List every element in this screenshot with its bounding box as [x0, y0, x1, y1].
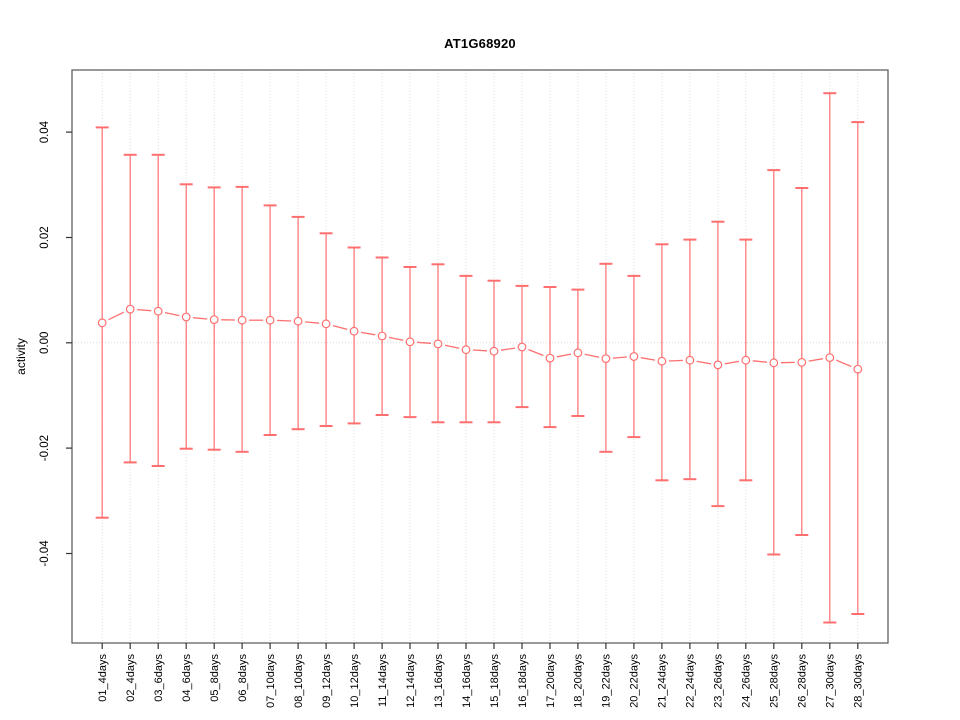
x-tick-label: 13_16days	[433, 654, 445, 708]
series-line-segment	[277, 319, 292, 322]
series-line-segment	[808, 358, 824, 362]
x-tick-label: 11_14days	[377, 654, 389, 708]
chart-title: AT1G68920	[444, 36, 516, 51]
x-tick-label: 18_20days	[573, 654, 585, 708]
series-line-segment	[305, 321, 320, 324]
y-tick-label: 0.02	[39, 226, 51, 248]
data-point	[237, 315, 247, 325]
x-tick-label: 24_26days	[741, 654, 753, 708]
x-tick-label: 10_12days	[349, 654, 361, 708]
x-tick-label: 28_30days	[853, 654, 865, 708]
series-line-segment	[472, 349, 488, 352]
data-point	[293, 316, 303, 326]
data-point	[825, 353, 835, 363]
data-point	[713, 360, 723, 370]
series-line-segment	[332, 324, 348, 331]
y-tick-label: 0.04	[39, 120, 51, 143]
x-tick-label: 27_30days	[825, 654, 837, 708]
x-tick-label: 19_22days	[601, 654, 613, 708]
data-point	[853, 364, 863, 374]
series-line-segment	[556, 353, 572, 358]
x-tick-label: 12_14days	[405, 654, 417, 708]
data-point	[125, 304, 135, 314]
data-point	[601, 354, 611, 364]
data-point	[377, 331, 387, 341]
data-point	[349, 326, 359, 336]
x-tick-label: 04_6days	[181, 654, 193, 702]
y-axis-label: activity	[14, 338, 28, 375]
data-point	[769, 358, 779, 368]
series-line-segment	[668, 359, 683, 362]
series-line-segment	[640, 357, 656, 361]
data-point	[573, 348, 583, 358]
y-tick-label: -0.02	[39, 435, 51, 461]
series-line-segment	[193, 317, 208, 320]
x-tick-label: 01_4days	[97, 654, 109, 702]
x-tick-label: 09_12days	[321, 654, 333, 708]
x-tick-label: 03_6days	[153, 654, 165, 702]
x-tick-label: 26_28days	[797, 654, 809, 708]
x-tick-label: 21_24days	[657, 654, 669, 708]
y-tick-label: 0.00	[39, 332, 51, 354]
data-point	[433, 339, 443, 349]
data-point	[153, 306, 163, 316]
x-tick-label: 15_18days	[489, 654, 501, 708]
x-tick-label: 14_16days	[461, 654, 473, 708]
data-point	[545, 353, 555, 363]
x-tick-label: 23_26days	[713, 654, 725, 708]
x-tick-label: 20_22days	[629, 654, 641, 708]
data-point	[265, 315, 275, 325]
series-line-segment	[584, 353, 600, 358]
x-tick-label: 06_8days	[237, 654, 249, 702]
series-line-segment	[137, 308, 152, 312]
series-line-segment	[724, 360, 740, 365]
data-point	[517, 342, 527, 352]
series-line-segment	[612, 356, 627, 359]
data-point	[97, 318, 107, 328]
data-point	[489, 346, 499, 356]
x-tick-label: 22_24days	[685, 654, 697, 708]
data-point	[461, 345, 471, 355]
data-point	[797, 357, 807, 367]
data-point	[181, 312, 191, 322]
series-line-segment	[360, 331, 376, 336]
y-tick-label: -0.04	[39, 540, 51, 567]
series-line-segment	[388, 336, 404, 341]
data-point	[657, 356, 667, 366]
x-tick-label: 07_10days	[265, 654, 277, 708]
series-line-segment	[836, 359, 852, 368]
data-point	[405, 337, 415, 347]
series-line-segment	[416, 341, 432, 344]
series-line-segment	[752, 360, 767, 363]
x-tick-label: 08_10days	[293, 654, 305, 708]
data-point	[741, 355, 751, 365]
data-point	[209, 315, 219, 325]
plot-box	[71, 69, 889, 644]
x-tick-label: 16_18days	[517, 654, 529, 708]
series-line-segment	[500, 347, 516, 351]
data-point	[685, 355, 695, 365]
x-tick-label: 05_8days	[209, 654, 221, 702]
x-tick-label: 02_4days	[125, 654, 137, 702]
series-line-segment	[528, 348, 544, 357]
data-point	[629, 352, 639, 361]
series-line-segment	[444, 344, 460, 349]
x-tick-label: 25_28days	[769, 654, 781, 708]
series-line-segment	[696, 360, 712, 365]
series-line-segment	[164, 311, 180, 317]
data-point	[321, 319, 331, 329]
series-line-segment	[108, 311, 125, 321]
x-tick-label: 17_20days	[545, 654, 557, 708]
